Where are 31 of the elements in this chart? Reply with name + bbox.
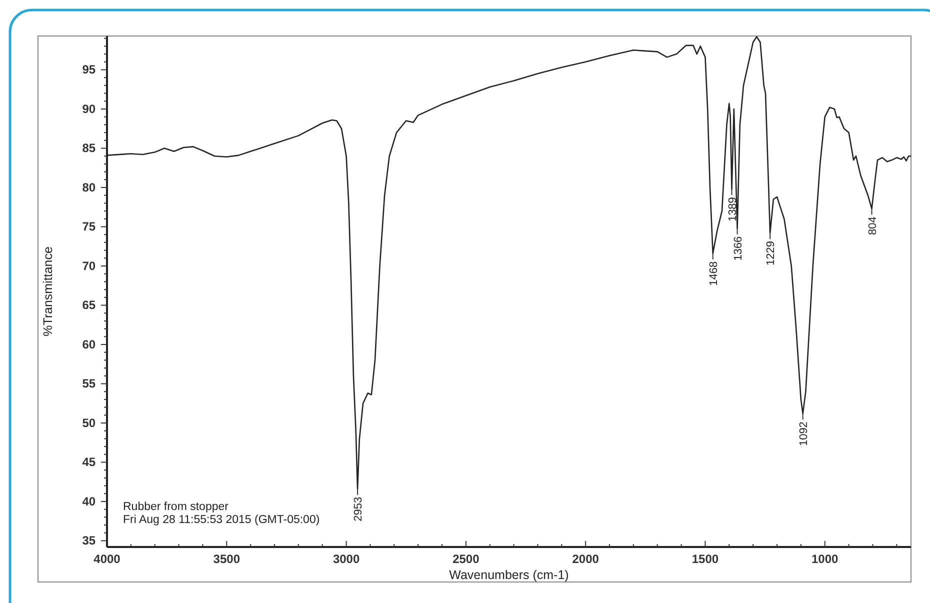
annotation: 1229 [765, 241, 778, 266]
x-tick-label: 4000 [94, 552, 121, 566]
annotation: Fri Aug 28 11:55:53 2015 (GMT-05:00) [123, 514, 320, 526]
y-tick-label: 95 [82, 62, 96, 77]
y-axis-title: %Transmittance [41, 246, 55, 336]
y-tick-label: 50 [82, 416, 96, 430]
y-tick-label: 40 [82, 494, 96, 508]
x-tick-label: 1500 [692, 552, 719, 566]
x-tick-label: 3000 [332, 552, 360, 566]
y-tick-label: 60 [82, 337, 96, 352]
y-tick-label: 70 [82, 258, 96, 273]
annotation: 1389 [726, 197, 739, 222]
y-tick-label: 55 [82, 376, 96, 391]
annotation: Rubber from stopper [123, 501, 229, 513]
x-tick-label: 3500 [213, 552, 240, 566]
y-tick-label: 75 [82, 220, 96, 234]
x-axis-title: Wavenumbers (cm-1) [449, 568, 569, 582]
x-tick-label: 2500 [452, 552, 480, 566]
annotation: 804 [866, 216, 879, 236]
y-tick-label: 65 [82, 298, 96, 312]
x-tick-label: 2000 [572, 552, 600, 566]
y-tick-label: 45 [82, 455, 96, 470]
y-tick-label: 85 [82, 141, 96, 156]
annotation: 1366 [732, 236, 744, 261]
annotation: 1468 [708, 261, 720, 286]
y-tick-label: 90 [82, 102, 96, 116]
y-tick-label: 80 [82, 180, 96, 194]
annotation: 2953 [352, 496, 365, 522]
annotation: 1092 [798, 422, 810, 446]
y-tick-label: 35 [82, 534, 96, 548]
x-tick-label: 1000 [812, 552, 839, 566]
